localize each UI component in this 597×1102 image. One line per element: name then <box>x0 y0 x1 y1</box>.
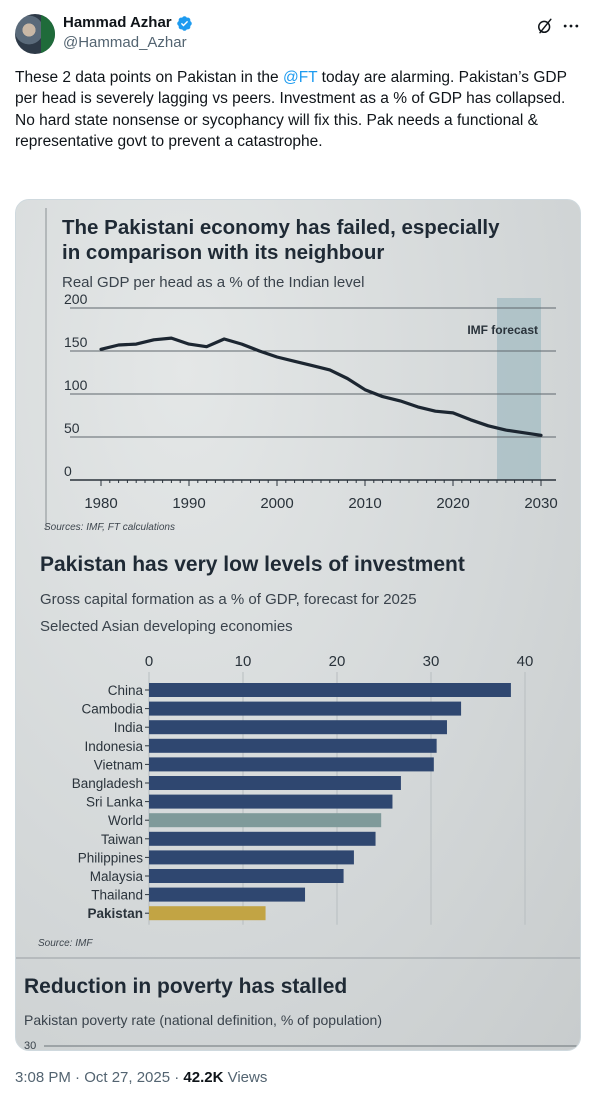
chart2-category-label: Thailand <box>91 888 143 903</box>
tweet-media-image[interactable]: The Pakistani economy has failed, especi… <box>15 199 581 1051</box>
chart1-ytick-label: 0 <box>64 463 72 479</box>
chart1-title-line1: The Pakistani economy has failed, especi… <box>62 216 500 239</box>
chart2-category-label: Malaysia <box>90 869 144 884</box>
chart2-bar <box>149 869 344 883</box>
chart2-subtitle-2: Selected Asian developing economies <box>40 618 293 635</box>
forecast-band <box>497 298 541 480</box>
chart2-category-label: Sri Lanka <box>86 795 144 810</box>
chart3-ytick: 30 <box>24 1040 36 1051</box>
chart2-category-label: Vietnam <box>94 757 143 772</box>
chart1-xtick-label: 2010 <box>348 495 381 512</box>
tweet-text-part: These 2 data points on Pakistan in the <box>15 69 283 86</box>
chart2-subtitle-1: Gross capital formation as a % of GDP, f… <box>40 591 417 608</box>
chart2-category-label: Indonesia <box>84 739 143 754</box>
chart1-ytick-label: 100 <box>64 377 88 393</box>
chart2-source: Source: IMF <box>38 938 93 949</box>
chart2-bar <box>149 720 447 735</box>
chart1-xtick-label: 1990 <box>172 495 205 512</box>
chart2-category-label: Cambodia <box>81 702 143 717</box>
newspaper-background <box>16 200 580 1050</box>
chart2-xtick-label: 10 <box>235 653 252 670</box>
more-options-icon[interactable] <box>561 16 581 36</box>
grok-icon[interactable] <box>535 16 555 36</box>
author-handle[interactable]: @Hammad_Azhar <box>63 34 187 51</box>
chart3-subtitle: Pakistan poverty rate (national definiti… <box>24 1012 382 1028</box>
tweet-text: These 2 data points on Pakistan in the @… <box>15 67 575 152</box>
timestamp[interactable]: 3:08 PM · Oct 27, 2025 · <box>15 1069 184 1086</box>
chart1-title-line2: in comparison with its neighbour <box>62 241 384 264</box>
chart2-bar <box>149 887 306 902</box>
chart2-category-label: Pakistan <box>87 906 143 921</box>
chart2-bar <box>149 757 434 772</box>
chart2-bar <box>149 831 376 846</box>
author-name-row: Hammad Azhar <box>63 14 193 32</box>
chart2-bar <box>149 738 437 753</box>
chart1-ytick-label: 200 <box>64 291 88 307</box>
avatar[interactable] <box>15 14 55 54</box>
chart2-category-label: Taiwan <box>101 832 143 847</box>
chart2-category-label: China <box>108 683 144 698</box>
views-count: 42.2K <box>183 1069 224 1086</box>
chart1-source: Sources: IMF, FT calculations <box>44 522 175 533</box>
chart2-bar <box>149 776 401 790</box>
chart2-bar <box>149 683 511 697</box>
chart2-bar <box>149 850 354 865</box>
chart2-bar <box>149 813 382 828</box>
views-label: Views <box>223 1069 268 1086</box>
chart1-ytick-label: 150 <box>64 334 88 350</box>
chart2-category-label: Philippines <box>78 850 144 865</box>
forecast-annotation: IMF forecast <box>467 323 538 337</box>
gdp-ratio-line <box>99 336 543 437</box>
chart2-xtick-label: 0 <box>145 653 153 670</box>
chart2-xtick-label: 40 <box>517 653 534 670</box>
chart2-xtick-label: 20 <box>329 653 346 670</box>
chart1-subtitle: Real GDP per head as a % of the Indian l… <box>62 274 364 291</box>
chart2-category-label: Bangladesh <box>72 776 143 791</box>
tweet-text-part: today are alarming. Pakistan’s GDP per h… <box>15 69 567 150</box>
chart2-bar <box>149 701 462 716</box>
chart-svg: The Pakistani economy has failed, especi… <box>16 208 580 1051</box>
chart1-xtick-label: 2020 <box>436 495 469 512</box>
mention-link[interactable]: @FT <box>282 69 318 86</box>
verified-badge-icon <box>176 15 192 31</box>
chart2-xtick-label: 30 <box>423 653 440 670</box>
chart2-bar <box>149 794 393 809</box>
chart1-xtick-label: 2030 <box>524 495 557 512</box>
chart1-xtick-label: 2000 <box>260 495 293 512</box>
chart2-title: Pakistan has very low levels of investme… <box>40 553 465 576</box>
chart3-title: Reduction in poverty has stalled <box>24 975 347 998</box>
chart1-xtick-label: 1980 <box>84 495 117 512</box>
chart2-category-label: World <box>108 813 143 828</box>
chart2-bar <box>149 906 266 921</box>
chart2-category-label: India <box>114 720 144 735</box>
tweet-footer: 3:08 PM · Oct 27, 2025 · 42.2K Views <box>15 1068 267 1088</box>
chart1-ytick-label: 50 <box>64 420 80 436</box>
author-display-name[interactable]: Hammad Azhar <box>63 14 172 31</box>
